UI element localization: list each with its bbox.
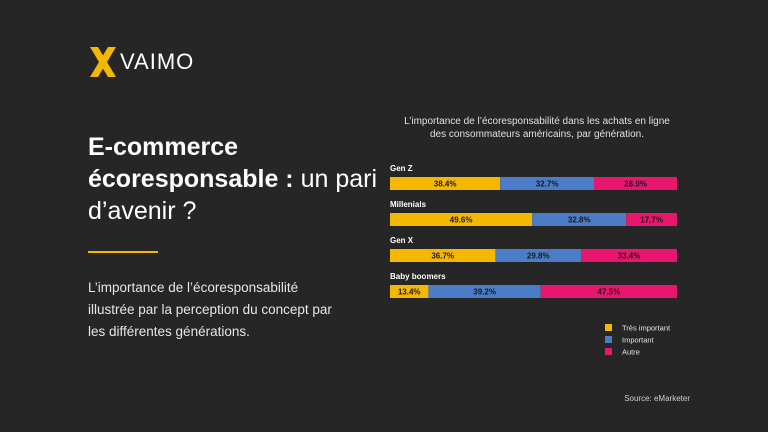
bar-segment <box>390 249 496 262</box>
category-label: Gen X <box>390 236 414 245</box>
brand-name: VAIMO <box>120 49 195 74</box>
data-label: 28.9% <box>624 180 647 189</box>
data-label: 36.7% <box>431 252 454 261</box>
bar-segment <box>500 177 595 190</box>
title-bold-part: E-commerce écoresponsable : <box>88 133 294 193</box>
data-label: 32.8% <box>568 216 591 225</box>
bar-segment <box>594 177 677 190</box>
legend-swatch <box>605 348 612 355</box>
bar-segment <box>390 177 501 190</box>
title-light-part: un pari d’avenir ? <box>88 165 378 225</box>
bar-segment <box>540 285 677 298</box>
legend-label: Important <box>622 336 655 345</box>
bar-segment <box>428 285 541 298</box>
bar-segment <box>390 213 533 226</box>
description-text: L’importance de l’écoresponsabilité illu… <box>88 280 332 339</box>
vaimo-x-icon <box>90 47 116 77</box>
bar-segment <box>532 213 627 226</box>
legend-label: Très important <box>622 324 671 333</box>
data-label: 33.4% <box>618 252 641 261</box>
source-note: Source: eMarketer <box>624 394 690 403</box>
category-label: Millenials <box>390 200 427 209</box>
bar-segment <box>581 249 677 262</box>
category-label: Gen Z <box>390 164 413 173</box>
category-label: Baby boomers <box>390 272 446 281</box>
page-title: E-commerce écoresponsable : un pari d’av… <box>88 131 388 227</box>
vaimo-logo: VAIMO <box>90 47 194 77</box>
data-label: 49.6% <box>450 216 473 225</box>
data-label: 17.7% <box>640 216 663 225</box>
data-label: 32.7% <box>536 180 559 189</box>
legend-swatch <box>605 336 612 343</box>
data-label: 47.5% <box>598 288 621 297</box>
bar-segment <box>626 213 677 226</box>
chart-title: L’importance de l’écoresponsabilité dans… <box>404 116 670 140</box>
data-label: 38.4% <box>434 180 457 189</box>
bar-segment <box>495 249 582 262</box>
data-label: 29.8% <box>527 252 550 261</box>
data-label: 13.4% <box>398 288 421 297</box>
legend-swatch <box>605 324 612 331</box>
legend-label: Autre <box>622 348 640 357</box>
bar-segment <box>390 285 429 298</box>
data-label: 39.2% <box>473 288 496 297</box>
accent-divider <box>88 251 158 253</box>
